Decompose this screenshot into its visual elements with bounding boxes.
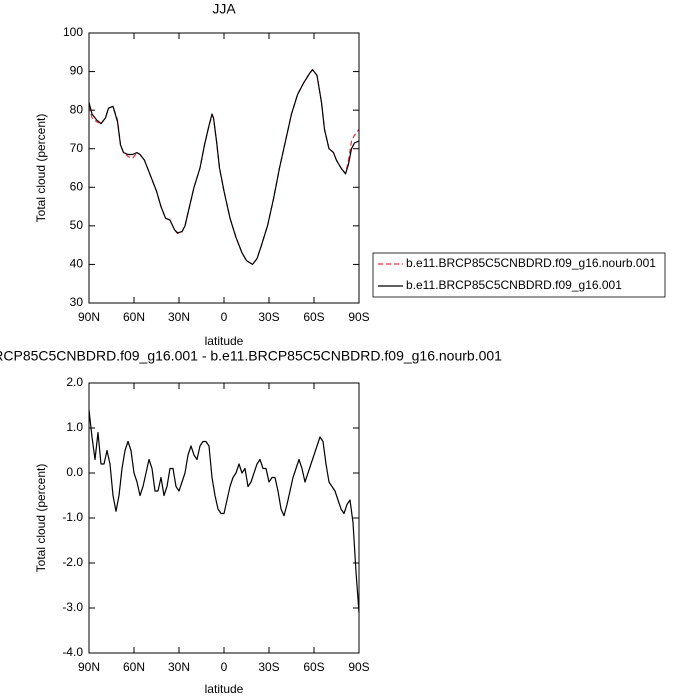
y-tick-label: 90	[70, 64, 84, 78]
y-tick-label: 80	[70, 102, 84, 116]
x-tick-label: 30S	[258, 660, 279, 674]
chart-title: b.e11.BRCP85C5CNBDRD.f09_g16.001 - b.e11…	[0, 348, 502, 364]
y-tick-label: -2.0	[62, 555, 83, 569]
x-tick-label: 60N	[123, 310, 145, 324]
x-tick-label: 30N	[168, 310, 190, 324]
x-tick-label: 60N	[123, 660, 145, 674]
series-line	[88, 69, 360, 266]
chart-title: JJA	[212, 1, 236, 17]
series-line	[88, 69, 360, 266]
x-axis-label: latitude	[205, 334, 244, 348]
x-tick-label: 30S	[258, 310, 279, 324]
y-axis-label: Total cloud (percent)	[34, 114, 48, 223]
y-tick-label: -1.0	[62, 510, 83, 524]
x-tick-label: 0	[221, 660, 228, 674]
y-tick-label: 100	[63, 25, 83, 39]
y-tick-label: 30	[70, 295, 84, 309]
y-tick-label: -4.0	[62, 645, 83, 659]
y-tick-label: 1.0	[66, 420, 83, 434]
legend-box	[372, 252, 666, 298]
x-tick-label: 90S	[348, 310, 369, 324]
x-tick-label: 60S	[303, 310, 324, 324]
legend-label: b.e11.BRCP85C5CNBDRD.f09_g16.nourb.001	[406, 256, 656, 270]
y-tick-label: 60	[70, 179, 84, 193]
x-axis-label: latitude	[205, 682, 244, 696]
y-tick-label: 40	[70, 257, 84, 271]
y-tick-label: 2.0	[66, 375, 83, 389]
x-tick-label: 0	[221, 310, 228, 324]
data-line	[88, 409, 360, 613]
y-axis-label: Total cloud (percent)	[34, 464, 48, 573]
y-tick-label: 0.0	[66, 465, 83, 479]
x-tick-label: 90S	[348, 660, 369, 674]
x-tick-label: 30N	[168, 660, 190, 674]
x-tick-label: 60S	[303, 660, 324, 674]
y-tick-label: 50	[70, 218, 84, 232]
plot-frame	[88, 382, 360, 654]
legend-label: b.e11.BRCP85C5CNBDRD.f09_g16.001	[406, 278, 622, 292]
x-tick-label: 90N	[78, 660, 100, 674]
x-tick-label: 90N	[78, 310, 100, 324]
y-tick-label: 70	[70, 141, 84, 155]
plot-frame	[88, 32, 360, 304]
y-tick-label: -3.0	[62, 600, 83, 614]
